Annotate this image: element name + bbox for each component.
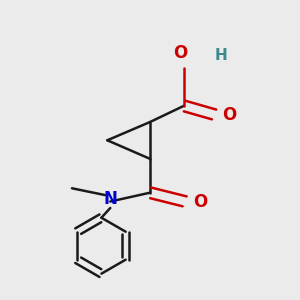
Text: O: O [193, 193, 207, 211]
Text: O: O [173, 44, 188, 62]
Text: O: O [222, 106, 236, 124]
Text: N: N [103, 190, 117, 208]
Text: H: H [215, 48, 227, 63]
